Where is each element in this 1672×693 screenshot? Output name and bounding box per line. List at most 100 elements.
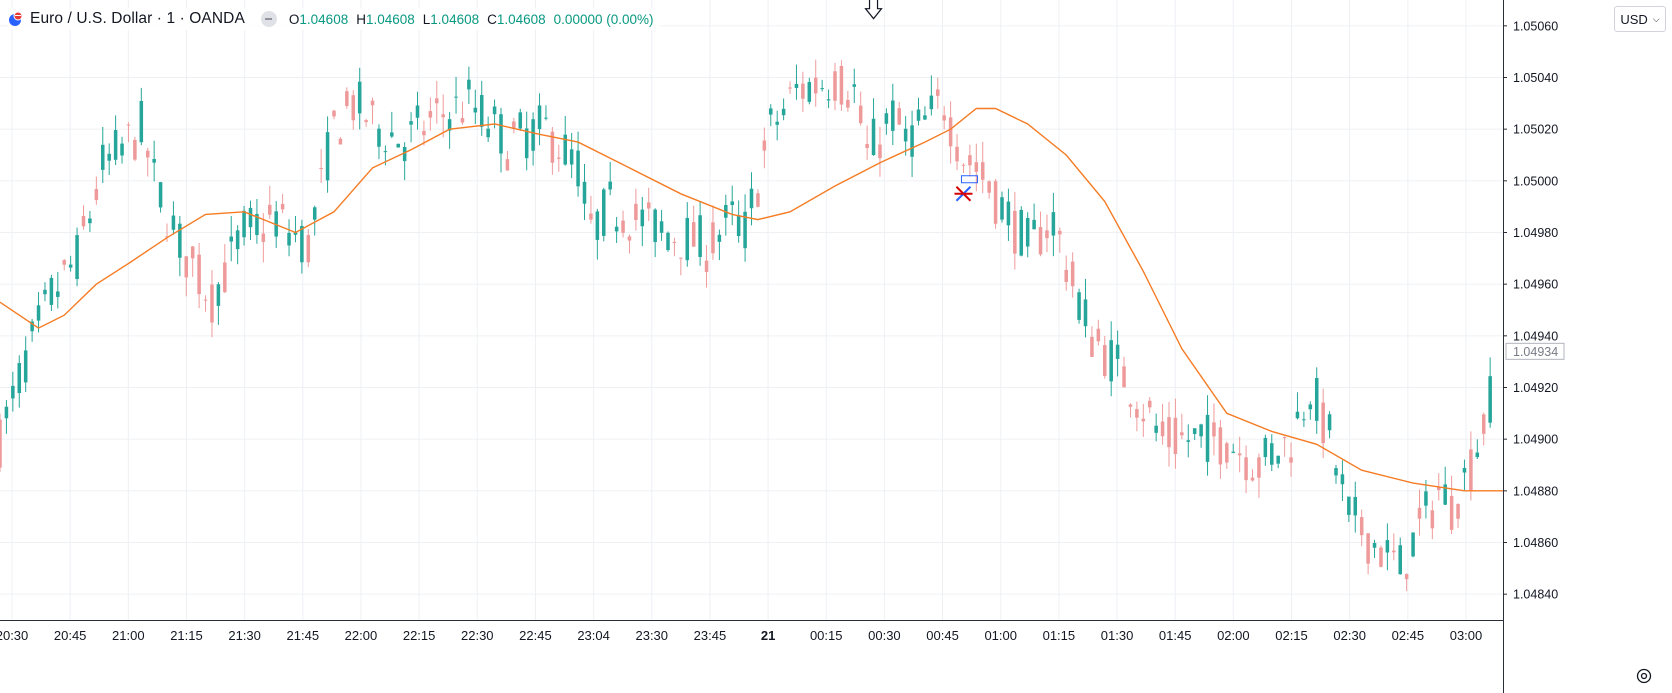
candle-body bbox=[75, 235, 79, 280]
candle-body bbox=[743, 211, 747, 249]
candle-body bbox=[1347, 496, 1351, 515]
candle-body bbox=[1103, 345, 1107, 376]
candle-body bbox=[1218, 427, 1223, 465]
candle-body bbox=[1013, 210, 1017, 254]
candle-body bbox=[1282, 437, 1287, 439]
candle-body bbox=[357, 81, 362, 114]
candle-body bbox=[402, 147, 407, 162]
y-tick-label: 1.05020 bbox=[1513, 123, 1558, 137]
candle-body bbox=[942, 115, 946, 121]
candle-body bbox=[993, 181, 998, 224]
candle-body bbox=[557, 157, 561, 159]
candle-body bbox=[891, 100, 895, 131]
candle-body bbox=[1424, 491, 1428, 506]
candle-body bbox=[197, 254, 201, 295]
arrow-down-icon bbox=[864, 0, 883, 20]
candle-body bbox=[1096, 328, 1101, 342]
candle-body bbox=[1481, 414, 1486, 434]
candle-body bbox=[813, 77, 818, 94]
candle-body bbox=[910, 125, 914, 157]
candle-body bbox=[762, 140, 767, 151]
candle-body bbox=[1392, 550, 1396, 553]
candle-body bbox=[672, 241, 677, 243]
x-tick-label: 21:00 bbox=[112, 628, 145, 643]
y-tick-label: 1.04960 bbox=[1513, 278, 1558, 292]
candle-body bbox=[1244, 457, 1248, 481]
candle-body bbox=[903, 128, 908, 142]
candle-body bbox=[627, 236, 632, 241]
candle-body bbox=[422, 130, 426, 136]
candle-body bbox=[531, 119, 535, 151]
candle-body bbox=[62, 260, 66, 265]
candle-body bbox=[1456, 504, 1460, 519]
candle-body bbox=[1334, 468, 1338, 476]
chart-settings-gear-icon[interactable] bbox=[1634, 666, 1654, 686]
candle-body bbox=[1192, 428, 1197, 434]
candle-body bbox=[852, 84, 857, 87]
candle-body bbox=[980, 162, 985, 180]
candle-body bbox=[1032, 219, 1036, 230]
candle-body bbox=[878, 144, 882, 159]
candle-body bbox=[1404, 574, 1409, 580]
candle-body bbox=[454, 96, 458, 98]
candle-body bbox=[190, 246, 195, 259]
y-tick-label: 1.05000 bbox=[1513, 174, 1558, 188]
candle-body bbox=[679, 257, 683, 259]
candle-body bbox=[1180, 432, 1184, 436]
candle-body bbox=[826, 99, 831, 101]
candle-body bbox=[1147, 400, 1152, 408]
candle-body bbox=[415, 105, 420, 118]
x-tick-label: 00:45 bbox=[926, 628, 959, 643]
x-tick-label: 01:30 bbox=[1101, 628, 1134, 643]
x-tick-label: 22:15 bbox=[403, 628, 436, 643]
x-tick-label: 01:15 bbox=[1043, 628, 1076, 643]
candle-body bbox=[1006, 201, 1011, 226]
candle-body bbox=[1443, 484, 1447, 505]
candle-body bbox=[43, 289, 47, 295]
candle-body bbox=[576, 150, 580, 187]
candle-body bbox=[897, 108, 901, 125]
candle-body bbox=[242, 210, 246, 238]
candle-body bbox=[120, 143, 124, 156]
candle-body bbox=[319, 167, 323, 169]
candle-body bbox=[499, 114, 503, 154]
candle-body bbox=[936, 89, 940, 96]
y-tick-label: 1.04940 bbox=[1513, 329, 1558, 343]
candle-body bbox=[383, 151, 388, 153]
x-tick-label: 00:30 bbox=[868, 628, 901, 643]
candle-body bbox=[884, 113, 889, 124]
candle-body bbox=[280, 204, 285, 210]
candle-body bbox=[325, 132, 330, 181]
marker-box-icon bbox=[960, 175, 978, 184]
candle-body bbox=[550, 131, 555, 163]
candle-body bbox=[94, 189, 99, 201]
current-price-label: 1.04934 bbox=[1513, 345, 1558, 359]
candle-body bbox=[370, 100, 375, 106]
candle-body bbox=[730, 201, 734, 206]
candle-body bbox=[1276, 455, 1280, 464]
candle-body bbox=[929, 95, 934, 110]
ohlc-open: O1.04608 bbox=[288, 11, 349, 27]
symbol-title[interactable]: Euro / U.S. Dollar · 1 · OANDA bbox=[30, 10, 245, 27]
candle-body bbox=[1379, 547, 1383, 567]
candle-body bbox=[396, 143, 400, 148]
candle-body bbox=[435, 98, 439, 104]
candle-body bbox=[338, 138, 343, 145]
candle-body bbox=[955, 146, 959, 162]
candle-body bbox=[807, 82, 812, 102]
y-tick-label: 1.04860 bbox=[1513, 536, 1558, 550]
currency-selector-button[interactable]: USD ⌵ bbox=[1614, 6, 1666, 32]
market-status-icon[interactable] bbox=[260, 11, 277, 27]
candle-body bbox=[255, 213, 259, 236]
candle-body bbox=[223, 262, 227, 293]
x-tick-label: 21:15 bbox=[170, 628, 203, 643]
y-tick-label: 1.04840 bbox=[1513, 588, 1558, 602]
x-tick-label: 23:45 bbox=[694, 628, 727, 643]
candle-body bbox=[17, 363, 22, 394]
candle-body bbox=[769, 108, 773, 115]
candle-body bbox=[916, 109, 921, 121]
candle-body bbox=[1090, 336, 1094, 357]
candle-body bbox=[210, 284, 214, 323]
